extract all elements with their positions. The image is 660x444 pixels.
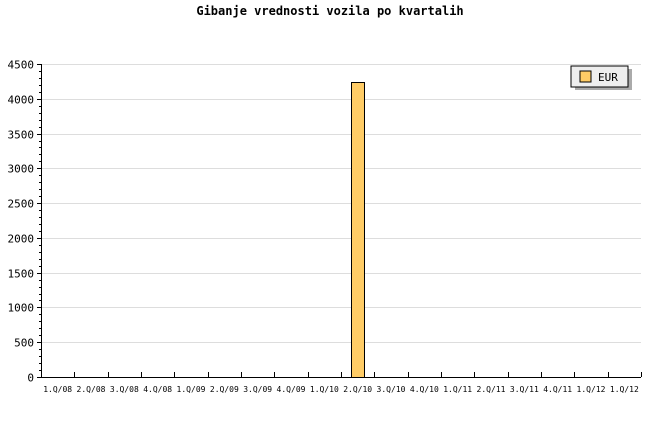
x-tick-label: 1.Q/11 xyxy=(443,385,472,394)
x-tick-label: 3.Q/08 xyxy=(110,385,139,394)
legend-swatch xyxy=(579,70,592,83)
x-tick-label: 4.Q/11 xyxy=(543,385,572,394)
x-tick-label: 2.Q/10 xyxy=(343,385,372,394)
y-tick-label: 3500 xyxy=(8,129,35,142)
x-tick-label: 4.Q/10 xyxy=(410,385,439,394)
x-tick-label: 4.Q/09 xyxy=(277,385,306,394)
y-tick-label: 1500 xyxy=(8,268,35,281)
x-tick-label: 2.Q/08 xyxy=(77,385,106,394)
y-tick-label: 2000 xyxy=(8,233,35,246)
x-tick-label: 1.Q/10 xyxy=(310,385,339,394)
legend: EUR xyxy=(570,65,632,90)
y-tick-label: 4000 xyxy=(8,94,35,107)
chart-title: Gibanje vrednosti vozila po kvartalih xyxy=(196,4,463,18)
y-tick-label: 2500 xyxy=(8,198,35,211)
x-tick-label: 1.Q/09 xyxy=(177,385,206,394)
y-tick-label: 3000 xyxy=(8,163,35,176)
x-tick-label: 2.Q/11 xyxy=(477,385,506,394)
legend-label: EUR xyxy=(598,71,618,84)
y-tick-label: 0 xyxy=(27,372,34,385)
bar xyxy=(351,82,365,378)
x-tick-label: 1.Q/08 xyxy=(43,385,72,394)
x-tick-label: 3.Q/11 xyxy=(510,385,539,394)
x-tick-label: 2.Q/09 xyxy=(210,385,239,394)
x-tick-label: 1.Q/12 xyxy=(610,385,639,394)
x-tick-label: 1.Q/12 xyxy=(577,385,606,394)
y-tick-label: 1000 xyxy=(8,302,35,315)
x-tick-label: 3.Q/09 xyxy=(243,385,272,394)
y-tick-label: 500 xyxy=(14,337,34,350)
x-tick-label: 4.Q/08 xyxy=(143,385,172,394)
x-tick-label: 3.Q/10 xyxy=(377,385,406,394)
y-tick-label: 4500 xyxy=(8,59,35,72)
